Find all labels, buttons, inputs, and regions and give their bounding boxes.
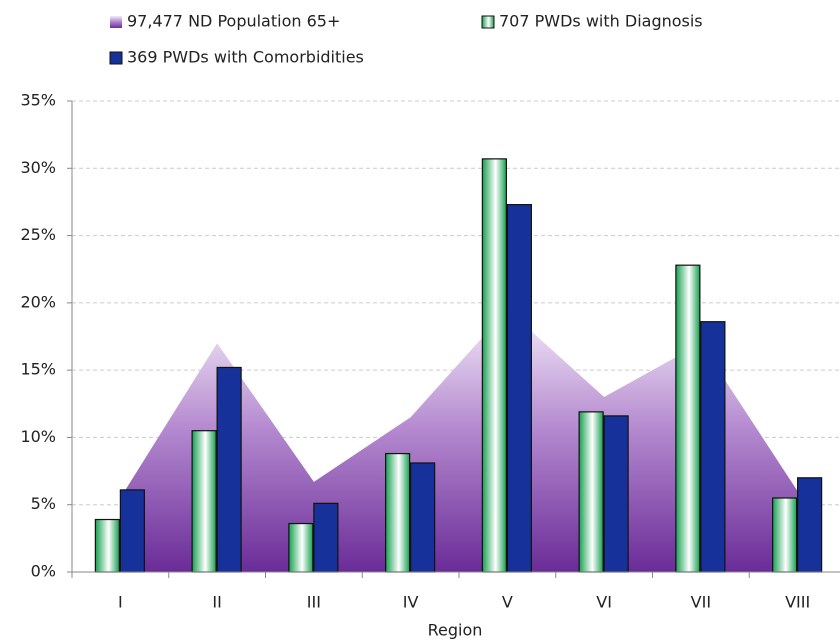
legend-swatch [481, 15, 495, 29]
x-tick-label: IV [403, 593, 419, 612]
legend-label: 369 PWDs with Comorbidities [127, 48, 364, 67]
y-tick-label: 5% [31, 494, 56, 513]
legend-swatch [109, 51, 123, 65]
bar [700, 321, 726, 573]
bar [675, 264, 701, 573]
bar [410, 462, 436, 573]
bar [216, 366, 242, 573]
x-tick-label: III [307, 593, 321, 612]
x-axis-label: Region [428, 621, 483, 640]
bar [119, 489, 145, 573]
x-tick-label: VII [691, 593, 711, 612]
y-tick-label: 30% [20, 158, 56, 177]
bar [94, 518, 120, 573]
x-tick-label: II [212, 593, 221, 612]
x-tick-label: I [118, 593, 123, 612]
x-tick-label: V [502, 593, 513, 612]
bar [481, 158, 507, 573]
legend-swatch [110, 16, 122, 28]
bar [772, 497, 798, 573]
bar [191, 430, 217, 573]
y-tick-label: 15% [20, 360, 56, 379]
legend-label: 97,477 ND Population 65+ [127, 12, 340, 31]
legend-label: 707 PWDs with Diagnosis [499, 12, 703, 31]
y-tick-label: 25% [20, 225, 56, 244]
y-tick-label: 20% [20, 292, 56, 311]
y-tick-label: 10% [20, 427, 56, 446]
bar [313, 502, 339, 573]
y-tick-label: 0% [31, 562, 56, 581]
x-tick-label: VI [596, 593, 612, 612]
bar [603, 415, 629, 573]
x-tick-label: VIII [785, 593, 810, 612]
bar [385, 452, 411, 573]
y-tick-label: 35% [20, 91, 56, 110]
bar [578, 411, 604, 573]
bar [797, 477, 823, 573]
bar [288, 522, 314, 573]
bar [506, 204, 532, 573]
